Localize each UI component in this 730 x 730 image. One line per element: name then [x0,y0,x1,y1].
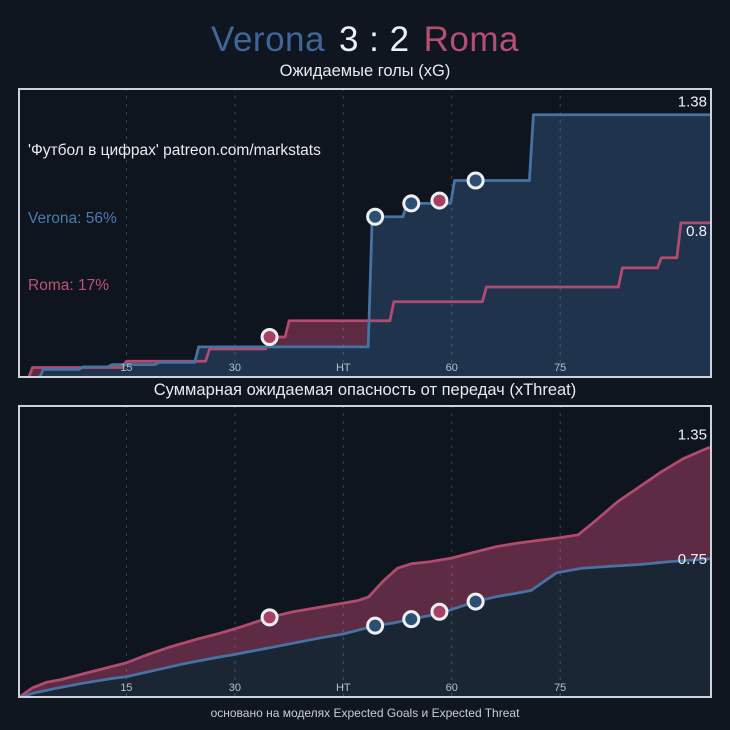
xg-chart-title: Ожидаемые голы (xG) [279,62,451,80]
xthreat-chart: 15 30 HT 60 75 1.35 0.75 [18,405,712,698]
x-tick-label: 15 [120,362,132,374]
x-tick-label: 30 [229,362,241,374]
xg-chart-svg: 15 30 HT 60 75 0.8 1.38 [18,88,712,378]
goal-marker-verona [402,610,421,629]
verona-xthreat-final-value-label: 0.75 [678,551,707,568]
verona-xg-final-value-label: 1.38 [678,94,707,111]
verona-possession-label: Verona: 56% [28,209,117,227]
x-tick-label: HT [336,362,351,374]
model-credit-note: основано на моделях Expected Goals и Exp… [210,706,520,720]
roma-xthreat-line [18,446,712,698]
goal-marker-roma [260,327,279,346]
x-tick-label: 60 [446,362,458,374]
home-team-name: Verona [211,20,325,59]
xthreat-chart-svg: 15 30 HT 60 75 1.35 0.75 [18,405,712,698]
match-score: 3 : 2 [338,20,410,59]
roma-xg-final-value-label: 0.8 [686,223,707,240]
goal-marker-verona [366,616,385,635]
goal-marker-verona [466,592,485,611]
x-tick-label: 75 [554,682,566,694]
goal-marker-verona [466,171,485,190]
verona-xthreat-line [18,557,712,698]
goal-marker-verona [402,194,421,213]
match-score-header: Verona 3 : 2 Roma [0,18,730,62]
x-tick-label: 30 [229,682,241,694]
roma-xthreat-final-value-label: 1.35 [678,427,707,444]
goal-marker-roma [430,602,449,621]
xthreat-chart-title: Суммарная ожидаемая опасность от передач… [153,381,577,399]
goal-marker-verona [366,207,385,226]
verona-xg-area [18,114,712,378]
x-tick-label: 60 [446,682,458,694]
x-tick-label: HT [336,682,351,694]
plot-border [18,88,712,378]
plot-border [18,405,712,698]
xg-chart: 15 30 HT 60 75 0.8 1.38 'Футбол в цифрах' patr… [18,88,712,378]
goal-marker-roma [260,608,279,627]
verona-xg-line [18,113,712,378]
away-team-name: Roma [423,20,519,59]
goal-marker-roma [430,191,449,210]
x-tick-label: 75 [554,362,566,374]
roma-possession-label: Roma: 17% [28,277,109,294]
source-credit: 'Футбол в цифрах' patreon.com/markstats [28,142,321,159]
xg-annotation-block: 'Футбол в цифрах' patreon.com/markstats … [28,95,321,343]
x-tick-label: 15 [120,682,132,694]
